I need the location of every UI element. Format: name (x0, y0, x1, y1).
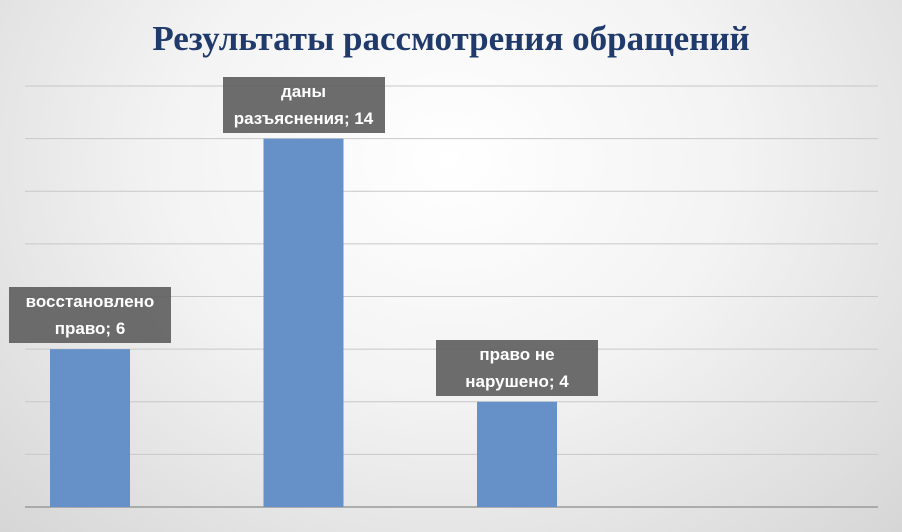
data-label: восстановлено право; 6 (9, 287, 171, 344)
bar (477, 401, 557, 507)
bar (50, 349, 130, 507)
data-label: право не нарушено; 4 (436, 339, 598, 396)
data-label: даны разъяснения; 14 (222, 76, 385, 133)
chart-title: Результаты рассмотрения обращений (152, 19, 749, 58)
bar (263, 138, 344, 507)
